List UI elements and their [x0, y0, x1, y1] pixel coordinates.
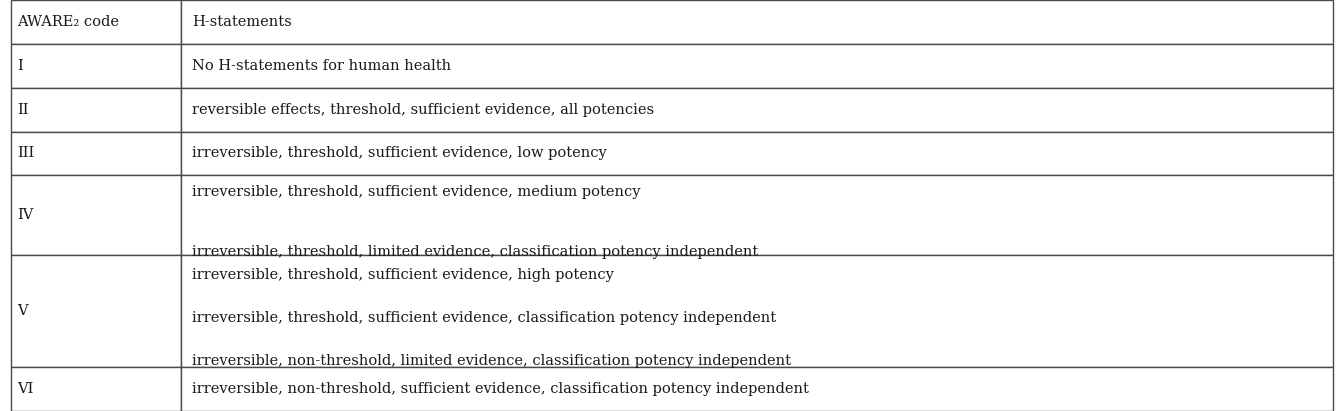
Bar	[181, 44, 1333, 88]
Text: irreversible, threshold, limited evidence, classification potency independent: irreversible, threshold, limited evidenc…	[192, 245, 758, 259]
Text: IV: IV	[17, 208, 34, 222]
Bar	[181, 255, 1333, 367]
Bar	[11, 0, 181, 44]
Text: irreversible, non-threshold, sufficient evidence, classification potency indepen: irreversible, non-threshold, sufficient …	[192, 382, 809, 396]
Text: III: III	[17, 146, 35, 160]
Text: irreversible, threshold, sufficient evidence, classification potency independent: irreversible, threshold, sufficient evid…	[192, 311, 777, 325]
Text: reversible effects, threshold, sufficient evidence, all potencies: reversible effects, threshold, sufficien…	[192, 103, 655, 117]
Text: irreversible, non-threshold, limited evidence, classification potency independen: irreversible, non-threshold, limited evi…	[192, 354, 792, 368]
Bar	[11, 255, 181, 367]
Bar	[11, 367, 181, 411]
Bar	[11, 175, 181, 255]
Text: No H-statements for human health: No H-statements for human health	[192, 59, 452, 73]
Text: irreversible, threshold, sufficient evidence, high potency: irreversible, threshold, sufficient evid…	[192, 268, 614, 282]
Text: irreversible, threshold, sufficient evidence, low potency: irreversible, threshold, sufficient evid…	[192, 146, 607, 160]
Bar	[181, 0, 1333, 44]
Bar	[181, 175, 1333, 255]
Bar	[11, 132, 181, 175]
Bar	[181, 132, 1333, 175]
Text: II: II	[17, 103, 30, 117]
Bar	[11, 88, 181, 132]
Text: VI: VI	[17, 382, 34, 396]
Bar	[181, 88, 1333, 132]
Bar	[11, 44, 181, 88]
Text: I: I	[17, 59, 23, 73]
Text: irreversible, threshold, sufficient evidence, medium potency: irreversible, threshold, sufficient evid…	[192, 185, 641, 199]
Text: AWARE₂ code: AWARE₂ code	[17, 15, 120, 29]
Text: V: V	[17, 304, 28, 318]
Text: H-statements: H-statements	[192, 15, 292, 29]
Bar	[181, 367, 1333, 411]
